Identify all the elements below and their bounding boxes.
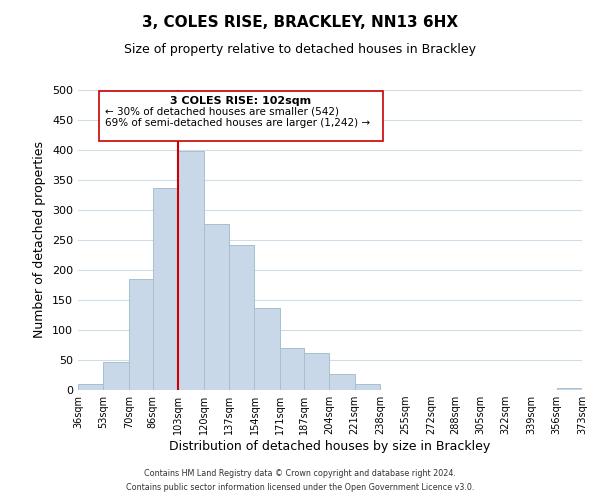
FancyBboxPatch shape [99,91,383,141]
Text: 3 COLES RISE: 102sqm: 3 COLES RISE: 102sqm [170,96,311,106]
Bar [329,374,355,390]
Text: 69% of semi-detached houses are larger (1,242) →: 69% of semi-detached houses are larger (… [105,118,370,128]
Bar [203,224,229,390]
Y-axis label: Number of detached properties: Number of detached properties [34,142,46,338]
Bar [78,384,103,390]
Bar [254,308,280,390]
Bar [355,384,380,390]
Bar [557,388,582,390]
Text: Contains HM Land Registry data © Crown copyright and database right 2024.: Contains HM Land Registry data © Crown c… [144,468,456,477]
Bar [178,151,203,390]
Bar [103,362,129,390]
Text: ← 30% of detached houses are smaller (542): ← 30% of detached houses are smaller (54… [105,107,339,117]
Bar [304,353,329,390]
Bar [153,188,178,390]
Bar [229,246,254,390]
Bar [129,279,153,390]
Text: Contains public sector information licensed under the Open Government Licence v3: Contains public sector information licen… [126,484,474,492]
Bar [280,348,304,390]
X-axis label: Distribution of detached houses by size in Brackley: Distribution of detached houses by size … [169,440,491,453]
Text: 3, COLES RISE, BRACKLEY, NN13 6HX: 3, COLES RISE, BRACKLEY, NN13 6HX [142,15,458,30]
Text: Size of property relative to detached houses in Brackley: Size of property relative to detached ho… [124,42,476,56]
